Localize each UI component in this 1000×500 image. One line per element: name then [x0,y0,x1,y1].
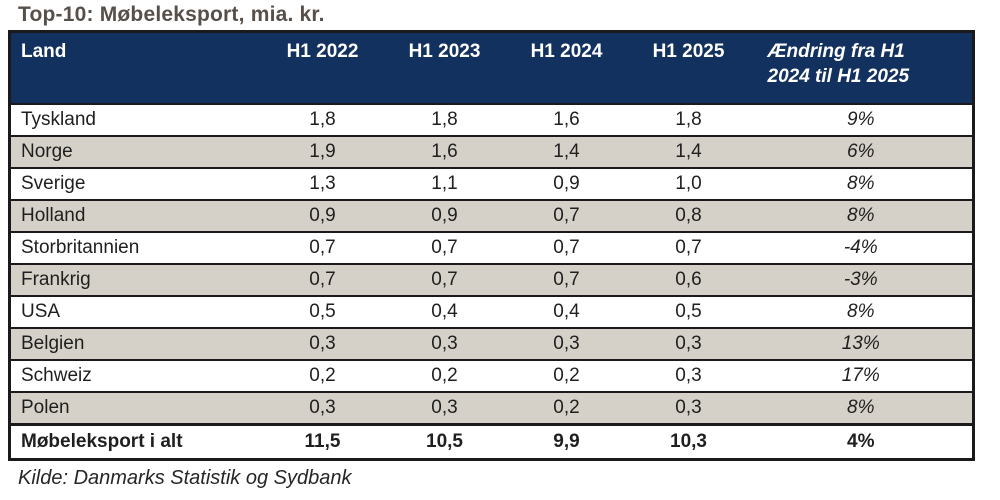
value-cell: 0,7 [261,231,384,264]
total-row: Møbeleksport i alt 11,5 10,5 9,9 10,3 4% [9,423,974,460]
value-cell: 1,6 [505,103,628,136]
value-cell: 0,7 [505,231,628,264]
value-cell: 0,2 [505,359,628,392]
value-cell: 0,2 [261,359,384,392]
country-cell: Frankrig [9,263,262,296]
total-value-cell: 10,5 [383,423,506,460]
country-cell: Polen [9,391,262,425]
change-cell: 17% [749,359,974,392]
value-cell: 1,1 [383,167,506,200]
table-body: Tyskland 1,8 1,8 1,6 1,8 9% Norge 1,9 1,… [9,103,974,425]
country-cell: Storbritannien [9,231,262,264]
table-row: Frankrig 0,7 0,7 0,7 0,6 -3% [9,263,974,296]
value-cell: 1,9 [261,135,384,168]
value-cell: 0,7 [505,199,628,232]
value-cell: 0,7 [505,263,628,296]
value-cell: 1,0 [627,167,750,200]
country-cell: Belgien [9,327,262,360]
table-total: Møbeleksport i alt 11,5 10,5 9,9 10,3 4% [9,423,974,460]
value-cell: 1,8 [261,103,384,136]
value-cell: 0,5 [627,295,750,328]
country-cell: USA [9,295,262,328]
source-note: Kilde: Danmarks Statistik og Sydbank [18,467,352,489]
value-cell: 0,9 [505,167,628,200]
value-cell: 0,9 [261,199,384,232]
value-cell: 0,8 [627,199,750,232]
value-cell: 0,3 [261,391,384,425]
table-row: Belgien 0,3 0,3 0,3 0,3 13% [9,327,974,360]
value-cell: 0,7 [383,263,506,296]
table-row: USA 0,5 0,4 0,4 0,5 8% [9,295,974,328]
change-cell: 8% [749,391,974,425]
header-change: Ændring fra H1 2024 til H1 2025 [749,31,974,104]
change-cell: -3% [749,263,974,296]
total-value-cell: 10,3 [627,423,750,460]
table-row: Norge 1,9 1,6 1,4 1,4 6% [9,135,974,168]
value-cell: 1,6 [383,135,506,168]
export-table: Land H1 2022 H1 2023 H1 2024 H1 2025 Ænd… [8,30,975,461]
country-cell: Schweiz [9,359,262,392]
value-cell: 0,2 [383,359,506,392]
change-cell: 6% [749,135,974,168]
value-cell: 0,7 [383,231,506,264]
value-cell: 1,4 [627,135,750,168]
value-cell: 0,7 [627,231,750,264]
change-cell: 9% [749,103,974,136]
change-cell: 8% [749,199,974,232]
table-row: Holland 0,9 0,9 0,7 0,8 8% [9,199,974,232]
value-cell: 1,4 [505,135,628,168]
header-h1-2024: H1 2024 [505,31,628,104]
change-cell: 13% [749,327,974,360]
header-h1-2025: H1 2025 [627,31,750,104]
total-value-cell: 11,5 [261,423,384,460]
table-row: Sverige 1,3 1,1 0,9 1,0 8% [9,167,974,200]
figure-title: Top-10: Møbeleksport, mia. kr. [18,3,325,26]
value-cell: 0,4 [505,295,628,328]
value-cell: 0,3 [627,359,750,392]
value-cell: 0,3 [383,327,506,360]
country-cell: Tyskland [9,103,262,136]
change-cell: -4% [749,231,974,264]
country-cell: Holland [9,199,262,232]
value-cell: 0,3 [627,327,750,360]
value-cell: 0,6 [627,263,750,296]
value-cell: 0,2 [505,391,628,425]
total-value-cell: 9,9 [505,423,628,460]
header-land: Land [9,31,262,104]
value-cell: 0,3 [383,391,506,425]
header-h1-2023: H1 2023 [383,31,506,104]
country-cell: Sverige [9,167,262,200]
change-cell: 8% [749,295,974,328]
value-cell: 0,5 [261,295,384,328]
country-cell: Norge [9,135,262,168]
value-cell: 0,7 [261,263,384,296]
value-cell: 0,4 [383,295,506,328]
table-row: Storbritannien 0,7 0,7 0,7 0,7 -4% [9,231,974,264]
value-cell: 1,3 [261,167,384,200]
value-cell: 0,9 [383,199,506,232]
value-cell: 0,3 [505,327,628,360]
value-cell: 0,3 [261,327,384,360]
table-row: Schweiz 0,2 0,2 0,2 0,3 17% [9,359,974,392]
header-h1-2022: H1 2022 [261,31,384,104]
value-cell: 1,8 [627,103,750,136]
table-row: Tyskland 1,8 1,8 1,6 1,8 9% [9,103,974,136]
value-cell: 1,8 [383,103,506,136]
table-row: Polen 0,3 0,3 0,2 0,3 8% [9,391,974,425]
total-change-cell: 4% [749,423,974,460]
table-header: Land H1 2022 H1 2023 H1 2024 H1 2025 Ænd… [9,31,974,104]
value-cell: 0,3 [627,391,750,425]
change-cell: 8% [749,167,974,200]
total-label: Møbeleksport i alt [9,423,262,460]
header-row: Land H1 2022 H1 2023 H1 2024 H1 2025 Ænd… [9,31,974,104]
